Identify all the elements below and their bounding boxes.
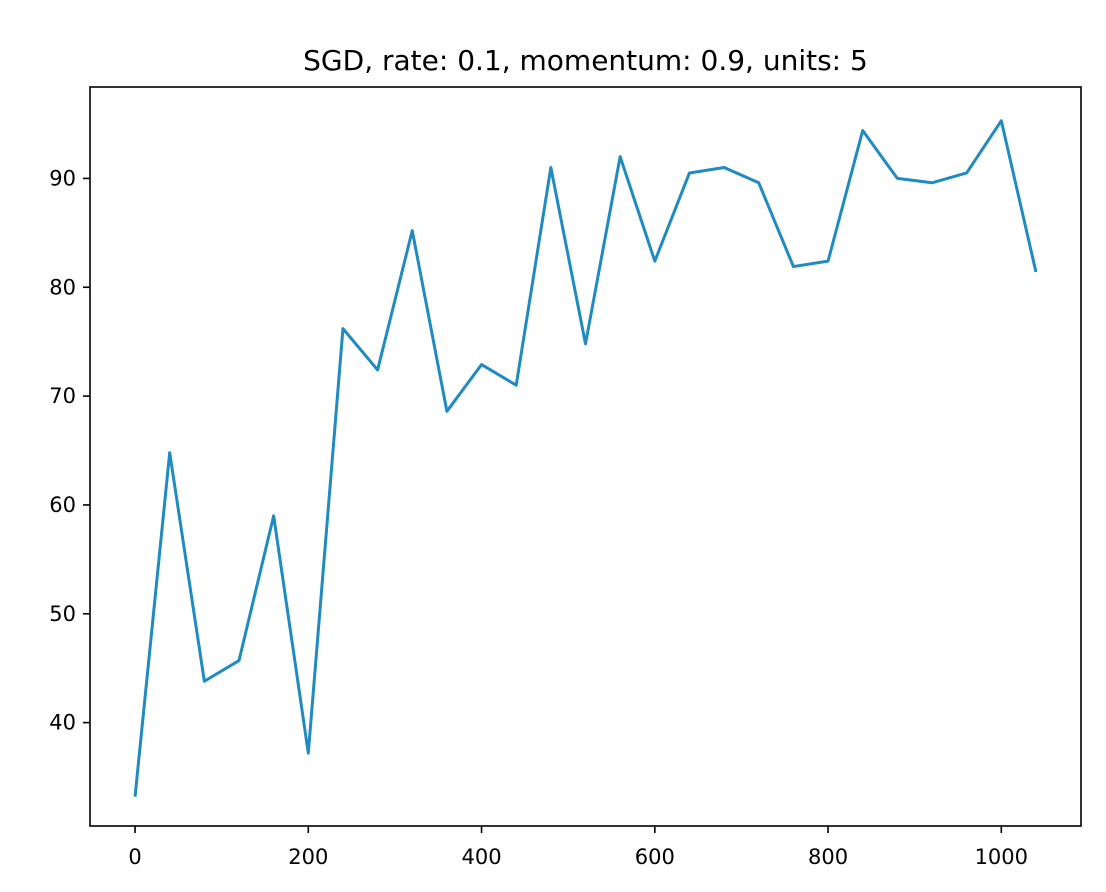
y-tick-label: 40	[49, 711, 76, 735]
x-tick-label: 200	[288, 845, 328, 869]
x-tick-label: 800	[808, 845, 848, 869]
y-axis: 40 50 60 70 80 90	[49, 166, 90, 735]
x-tick-label: 0	[128, 845, 141, 869]
axes-frame	[89, 86, 1082, 827]
y-tick-label: 70	[49, 384, 76, 408]
plot-area	[133, 119, 1038, 797]
chart-title: SGD, rate: 0.1, momentum: 0.9, units: 5	[303, 44, 868, 77]
y-tick-label: 90	[49, 166, 76, 190]
y-tick-label: 50	[49, 602, 76, 626]
series-line-0	[133, 119, 1038, 797]
x-axis: 0 200 400 600 800 1000	[128, 826, 1028, 869]
y-tick-label: 60	[49, 493, 76, 517]
x-tick-label: 1000	[975, 845, 1028, 869]
x-tick-label: 400	[462, 845, 502, 869]
x-tick-label: 600	[635, 845, 675, 869]
y-tick-label: 80	[49, 275, 76, 299]
